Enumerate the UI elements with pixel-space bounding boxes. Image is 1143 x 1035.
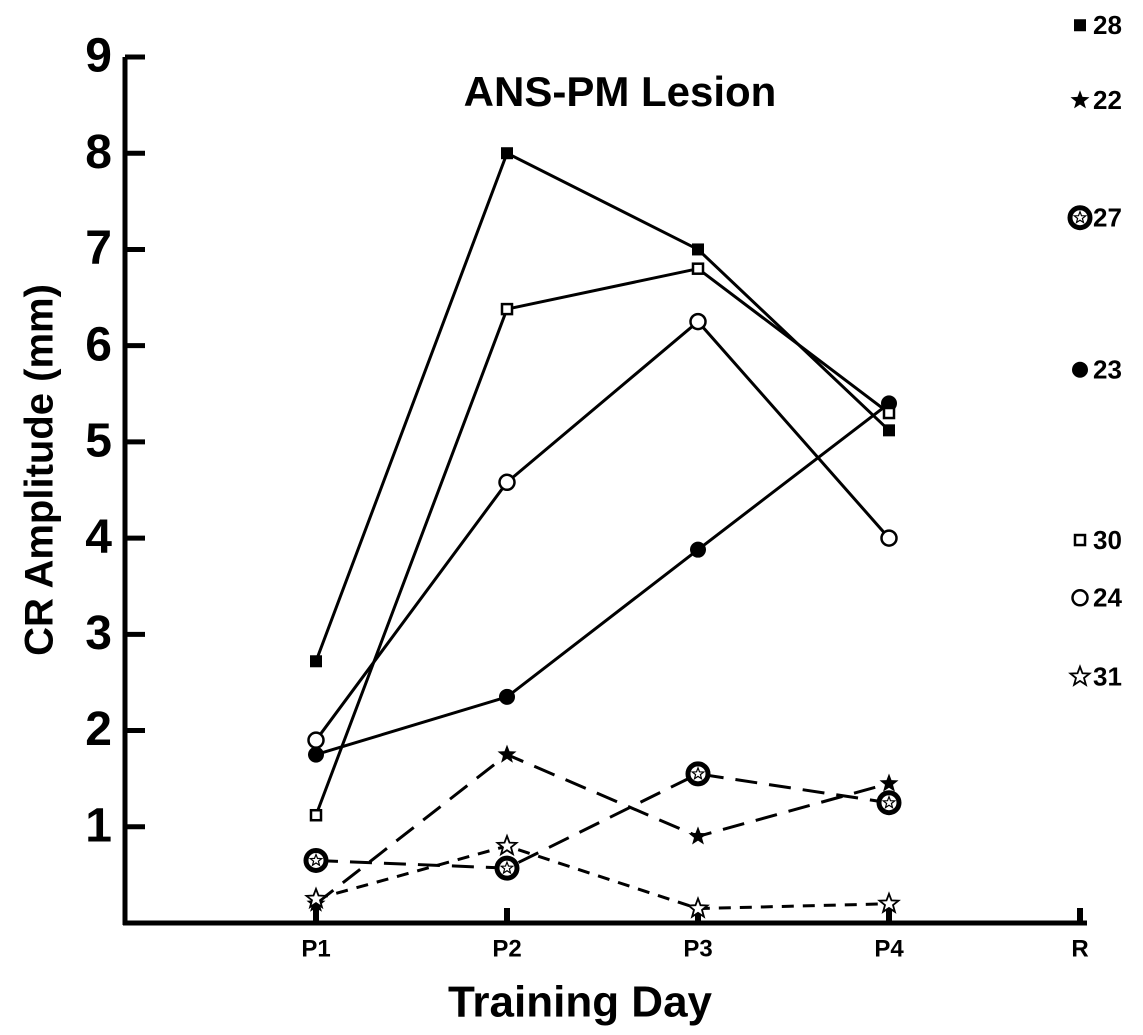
marker-part	[881, 794, 897, 810]
marker	[309, 808, 323, 822]
marker-part	[1074, 19, 1086, 32]
y-tick-label: 7	[85, 222, 112, 275]
marker	[304, 886, 328, 910]
marker-part	[691, 262, 705, 275]
y-tick-label: 9	[85, 30, 112, 83]
marker-part	[501, 147, 513, 160]
marker	[876, 790, 902, 816]
marker	[310, 655, 322, 668]
x-tick-label: P4	[874, 935, 904, 962]
marker-part	[309, 808, 323, 822]
marker	[882, 406, 896, 420]
marker	[303, 847, 329, 873]
marker-part	[1068, 664, 1092, 687]
marker-part	[499, 860, 515, 875]
marker	[686, 896, 710, 919]
marker-part	[499, 688, 515, 705]
y-tick-label: 1	[85, 799, 112, 852]
series-line	[314, 319, 891, 742]
series-line	[315, 402, 890, 757]
marker-part	[310, 655, 322, 668]
marker-part	[690, 766, 706, 781]
series-label: 30	[1093, 525, 1122, 555]
x-tick-label: R	[1071, 935, 1088, 962]
marker	[688, 826, 708, 845]
marker-part	[686, 896, 710, 919]
series-label: 22	[1093, 85, 1122, 115]
marker-part	[689, 312, 707, 331]
series-label: 28	[1093, 10, 1122, 40]
marker-part	[495, 833, 519, 857]
marker-part	[1073, 533, 1087, 547]
marker	[498, 473, 516, 492]
marker-part	[497, 744, 517, 763]
marker	[308, 746, 324, 763]
series-label: 24	[1093, 583, 1122, 613]
marker	[307, 731, 325, 749]
marker	[1072, 361, 1088, 378]
marker-part	[879, 773, 899, 792]
marker	[500, 302, 514, 316]
x-tick-label: P2	[492, 935, 521, 962]
marker	[689, 312, 707, 331]
y-tick-label: 8	[85, 126, 112, 179]
marker-part	[500, 302, 514, 316]
series-line	[315, 844, 890, 911]
marker	[883, 424, 895, 437]
marker-part	[304, 886, 328, 910]
marker	[685, 761, 711, 787]
series-label: 27	[1093, 203, 1122, 233]
marker-part	[1071, 589, 1089, 607]
marker	[877, 891, 901, 914]
marker	[691, 262, 705, 275]
marker	[1073, 533, 1087, 547]
marker-part	[692, 243, 704, 256]
y-tick-label: 3	[85, 607, 112, 660]
marker-part	[688, 826, 708, 845]
marker	[1067, 205, 1093, 231]
marker-part	[1072, 361, 1088, 378]
marker	[690, 541, 706, 558]
marker	[1070, 90, 1090, 109]
marker-part	[883, 424, 895, 437]
x-tick-label: P1	[301, 935, 330, 962]
marker	[501, 147, 513, 160]
marker	[1071, 589, 1089, 607]
marker-part	[307, 731, 325, 749]
x-tick-label: P3	[683, 935, 712, 962]
marker	[495, 833, 519, 857]
series-line	[314, 267, 890, 816]
marker	[879, 773, 899, 792]
series-line	[315, 772, 890, 870]
marker-part	[1070, 90, 1090, 109]
y-tick-label: 5	[85, 415, 112, 468]
marker-part	[498, 473, 516, 492]
marker	[692, 243, 704, 256]
marker	[494, 855, 520, 881]
marker	[497, 744, 517, 763]
marker	[1074, 19, 1086, 32]
marker-part	[880, 529, 898, 547]
chart-title: ANS-PM Lesion	[464, 68, 777, 115]
marker-part	[308, 746, 324, 763]
series-line	[315, 752, 890, 905]
marker-part	[1072, 209, 1088, 224]
y-axis-label: CR Amplitude (mm)	[18, 284, 62, 656]
marker	[1068, 664, 1092, 687]
series-label: 23	[1093, 355, 1122, 385]
series-label: 31	[1093, 662, 1122, 692]
marker-part	[877, 891, 901, 914]
y-tick-label: 6	[85, 318, 112, 371]
y-tick-label: 4	[85, 511, 112, 564]
y-tick-label: 2	[85, 703, 112, 756]
marker-part	[882, 406, 896, 420]
marker	[499, 688, 515, 705]
x-axis-label: Training Day	[448, 978, 713, 1027]
marker	[880, 529, 898, 547]
marker-part	[308, 852, 324, 867]
marker-part	[690, 541, 706, 558]
